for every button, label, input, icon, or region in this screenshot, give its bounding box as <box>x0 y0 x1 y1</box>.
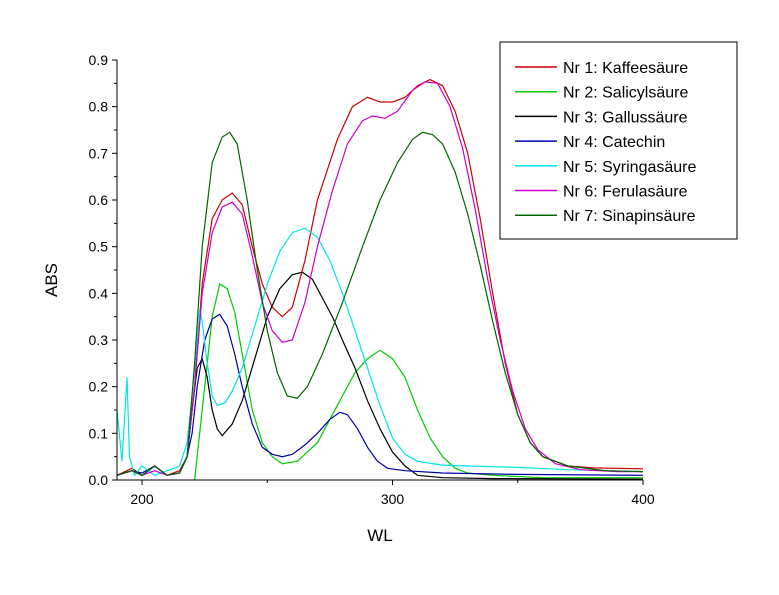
legend-label: Nr 5: Syringasäure <box>563 159 696 176</box>
y-tick-label: 0.2 <box>89 379 109 395</box>
series-line-2 <box>194 283 643 481</box>
legend-label: Nr 2: Salicylsäure <box>563 85 688 102</box>
legend-label: Nr 1: Kaffeesäure <box>563 60 688 77</box>
y-tick-label: 0.0 <box>89 472 109 488</box>
x-axis-label: WL <box>367 526 393 545</box>
y-tick-label: 0.6 <box>89 192 109 208</box>
series-line-6 <box>116 81 643 476</box>
series-layer <box>116 78 644 481</box>
legend-label: Nr 6: Ferulasäure <box>563 184 688 201</box>
legend: Nr 1: Kaffeesäure Nr 2: Salicylsäure Nr 3:… <box>499 41 738 240</box>
x-tick-label: 400 <box>631 491 655 507</box>
y-tick-label: 0.9 <box>89 52 109 68</box>
x-tick-label: 200 <box>130 491 154 507</box>
series-line-7 <box>116 131 644 476</box>
y-tick-label: 0.3 <box>89 332 109 348</box>
axes-layer: 0.0 0.1 0.2 0.3 0.4 0.5 0.6 0.7 0.8 0.9 200 300 400 <box>89 52 655 507</box>
y-tick-label: 0.4 <box>89 285 109 301</box>
y-tick-label: 0.1 <box>89 425 109 441</box>
legend-label: Nr 4: Catechin <box>563 134 665 151</box>
series-line-5 <box>116 227 644 477</box>
x-tick-label: 300 <box>381 491 405 507</box>
legend-label: Nr 7: Sinapinsäure <box>563 208 696 225</box>
legend-label: Nr 3: Gallussäure <box>563 109 688 126</box>
y-tick-label: 0.5 <box>89 239 109 255</box>
y-axis-label: ABS <box>42 263 61 297</box>
y-tick-label: 0.8 <box>89 99 109 115</box>
y-tick-label: 0.7 <box>89 145 109 161</box>
